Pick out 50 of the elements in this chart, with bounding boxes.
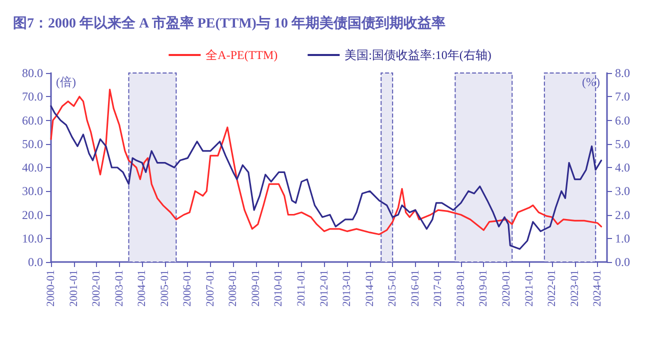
y-tick-label: 40.0	[22, 160, 43, 174]
x-tick-label: 2012-01	[318, 270, 330, 307]
y2-tick-label: 3.0	[615, 184, 630, 198]
x-tick-label: 2004-01	[136, 270, 148, 307]
y2-tick-label: 1.0	[615, 231, 630, 246]
chart-title: 图7：2000 年以来全 A 市盈率 PE(TTM)与 10 年期美债国债到期收益率	[13, 14, 446, 32]
y2-tick-label: 5.0	[615, 136, 630, 151]
y-tick-label: 20.0	[22, 208, 43, 222]
y-tick-label: 10.0	[22, 231, 43, 246]
x-tick-label: 2003-01	[113, 270, 126, 307]
x-tick-label: 2007-01	[204, 270, 216, 307]
y-axis-title: (倍)	[56, 75, 76, 89]
x-tick-label: 2019-01	[478, 270, 490, 307]
x-tick-label: 2023-01	[568, 270, 581, 307]
line-series	[50, 88, 602, 236]
y-tick-label: 60.0	[22, 113, 43, 128]
x-tick-label: 2016-01	[409, 270, 422, 307]
x-tick-label: 2000-01	[45, 270, 57, 307]
y2-tick-label: 7.0	[615, 90, 630, 104]
x-tick-label: 2010-01	[272, 270, 285, 307]
x-tick-label: 2008-01	[227, 270, 240, 307]
x-tick-label: 2011-01	[296, 270, 308, 306]
x-tick-label: 2020-01	[500, 270, 512, 307]
x-tick-label: 2018-01	[454, 270, 467, 307]
x-tick-label: 2013-01	[341, 270, 354, 307]
y2-tick-label: 8.0	[615, 66, 630, 80]
x-tick-label: 2014-01	[364, 270, 376, 307]
x-tick-label: 2005-01	[158, 270, 171, 307]
y-tick-label: 50.0	[22, 136, 43, 151]
x-tick-label: 2024-01	[592, 270, 604, 307]
y-tick-label: 0.0	[28, 255, 43, 269]
legend-label: 美国:国债收益率:10年(右轴)	[344, 48, 492, 62]
line-series	[50, 105, 602, 250]
x-tick-label: 2021-01	[523, 270, 536, 307]
y2-tick-label: 2.0	[615, 208, 630, 222]
x-tick-label: 2015-01	[386, 270, 399, 307]
x-tick-label: 2001-01	[68, 270, 80, 307]
y2-tick-label: 0.0	[615, 255, 630, 269]
y-tick-label: 70.0	[22, 90, 43, 104]
y2-tick-label: 6.0	[615, 113, 630, 128]
y2-axis-title: (%)	[582, 75, 600, 89]
x-tick-label: 2006-01	[182, 270, 194, 307]
x-tick-label: 2009-01	[250, 270, 262, 307]
legend-label: 全A-PE(TTM)	[206, 48, 278, 62]
y2-tick-label: 4.0	[615, 160, 630, 174]
x-tick-label: 2002-01	[90, 270, 103, 307]
x-tick-label: 2022-01	[546, 270, 558, 307]
y-tick-label: 30.0	[22, 184, 43, 198]
y-tick-label: 80.0	[22, 66, 43, 80]
x-tick-label: 2017-01	[432, 270, 444, 307]
